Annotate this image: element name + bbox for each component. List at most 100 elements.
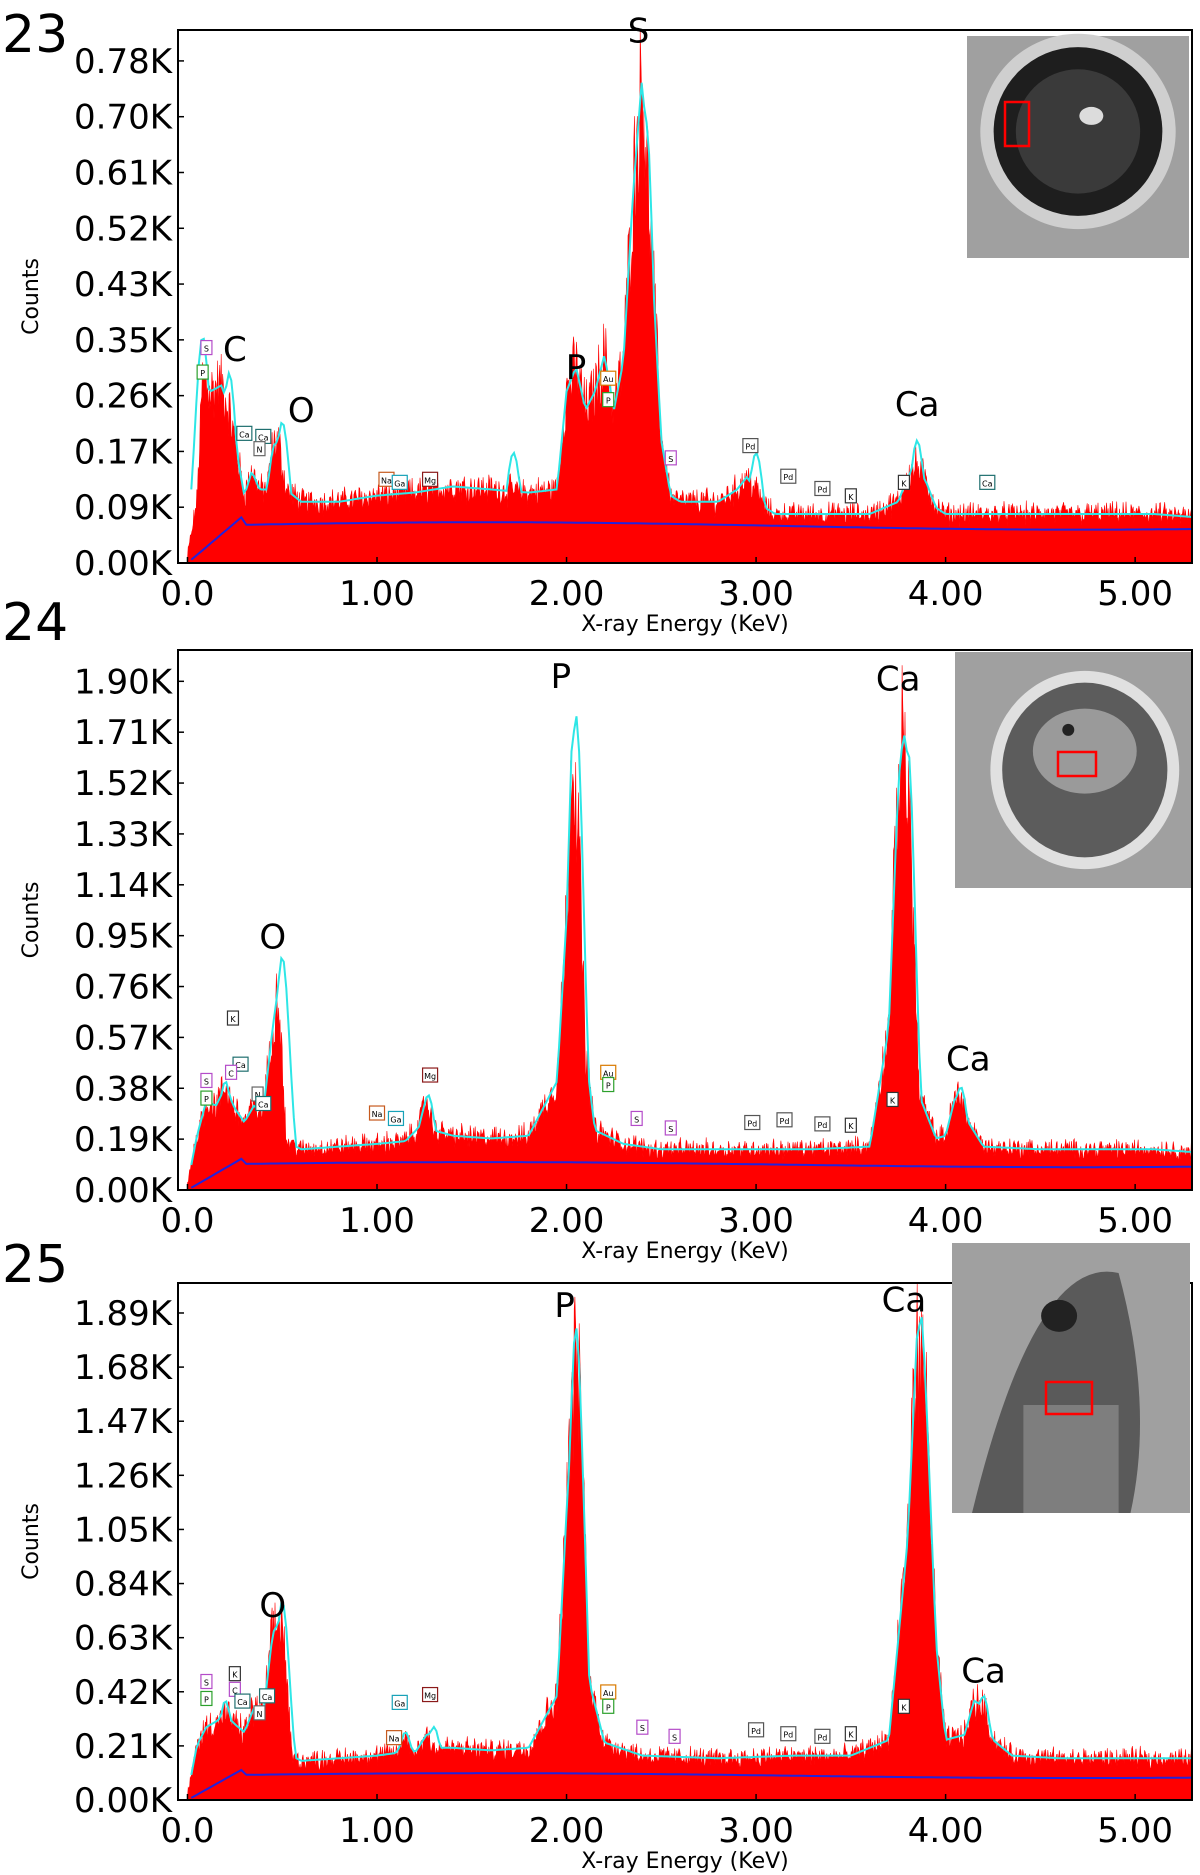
peak-label: Ca — [882, 1281, 927, 1321]
element-marker-box — [742, 437, 759, 454]
element-marker-label: P — [204, 1095, 209, 1104]
x-tick-label: 0.0 — [160, 1201, 214, 1241]
peak-label: O — [288, 391, 315, 431]
fit-curve — [190, 1317, 1192, 1776]
element-marker-label: Au — [603, 1069, 614, 1078]
x-tick-label: 0.0 — [160, 574, 214, 614]
element-marker-label: K — [890, 1096, 896, 1105]
y-tick-label: 0.35K — [74, 321, 174, 361]
peak-label: P — [551, 657, 572, 697]
element-marker-box — [228, 1666, 241, 1682]
element-marker-box — [630, 1110, 643, 1127]
y-tick-label: 1.71K — [74, 713, 174, 753]
sem-inset-image — [952, 1243, 1190, 1513]
element-marker-label: S — [668, 455, 673, 464]
y-tick-label: 0.42K — [74, 1673, 174, 1713]
y-tick-label: 0.84K — [74, 1565, 174, 1605]
x-tick-label: 2.00 — [529, 1201, 605, 1241]
sem-inset-image — [955, 652, 1191, 888]
peak-label: O — [259, 1586, 286, 1626]
y-tick-label: 1.33K — [74, 815, 174, 855]
peak-label: Ca — [876, 660, 921, 700]
element-marker-label: N — [257, 1710, 263, 1719]
element-marker-box — [391, 1694, 408, 1710]
panel-number: 24 — [2, 593, 68, 653]
element-marker-box — [886, 1091, 899, 1108]
element-marker-box — [664, 1120, 677, 1136]
y-tick-label: 0.52K — [74, 209, 174, 249]
element-marker-box — [897, 1698, 911, 1714]
element-marker-label: Ca — [258, 433, 269, 442]
element-marker-label: P — [606, 1082, 611, 1091]
element-marker-box — [600, 370, 617, 386]
x-tick-label: 5.00 — [1097, 1811, 1173, 1851]
element-marker-label: K — [901, 1703, 907, 1712]
x-tick-label: 3.00 — [718, 574, 794, 614]
y-tick-label: 0.61K — [74, 153, 174, 193]
y-tick-label: 0.00K — [74, 1781, 174, 1821]
element-marker-label: Mg — [424, 1072, 436, 1081]
peak-label: P — [554, 1286, 575, 1326]
element-marker-label: C — [232, 1686, 238, 1695]
y-tick-label: 0.76K — [74, 968, 174, 1008]
element-marker-box — [253, 441, 266, 457]
spectrum-area — [187, 29, 1193, 564]
element-marker-box — [979, 474, 996, 490]
element-marker-label: Na — [381, 476, 392, 485]
element-marker-label: Pd — [817, 1121, 827, 1130]
y-tick-label: 1.90K — [74, 662, 174, 702]
peak-label: O — [259, 917, 286, 957]
element-marker-label: Mg — [424, 476, 436, 485]
element-marker-box — [200, 339, 213, 356]
x-tick-label: 1.00 — [339, 574, 415, 614]
x-tick-label: 4.00 — [908, 574, 984, 614]
element-marker-box — [368, 1105, 386, 1121]
element-marker-label: Ca — [262, 1693, 273, 1702]
fit-curve — [190, 82, 1193, 519]
plot-frame — [177, 1282, 1193, 1801]
element-marker-label: S — [204, 1679, 209, 1688]
element-marker-box — [236, 425, 253, 441]
panel-number: 23 — [2, 5, 68, 65]
peak-label: Ca — [946, 1040, 991, 1080]
y-tick-label: 0.21K — [74, 1727, 174, 1767]
x-axis-label: X-ray Energy (KeV) — [581, 612, 789, 637]
fit-curve — [190, 716, 1193, 1166]
plot-frame — [177, 29, 1193, 564]
y-tick-label: 1.14K — [74, 866, 174, 906]
element-marker-label: Ga — [394, 479, 405, 488]
element-marker-label: Pd — [817, 485, 827, 494]
y-tick-label: 0.95K — [74, 917, 174, 957]
spectrum-panel-23: 23 0.00K 0.09K 0.17K 0.26K 0.35K 0.43K 0.52K 0.6… — [2, 5, 1193, 637]
y-tick-label: 0.43K — [74, 265, 174, 305]
element-marker-box — [200, 1072, 213, 1089]
spectrum-panel-25: 25 0.00K 0.21K 0.42K 0.63K 0.84K 1.05K 1.26K 1.4… — [2, 1235, 1193, 1874]
y-tick-label: 0.00K — [74, 544, 174, 584]
element-marker-box — [196, 364, 209, 380]
element-marker-label: Ca — [258, 1101, 269, 1110]
element-marker-box — [844, 488, 857, 504]
element-marker-label: Ga — [390, 1115, 401, 1124]
element-marker-box — [668, 1728, 681, 1744]
y-tick-label: 1.89K — [74, 1294, 174, 1334]
element-marker-box — [844, 1726, 857, 1742]
element-marker-box — [391, 474, 408, 490]
element-marker-label: Na — [389, 1735, 400, 1744]
element-marker-box — [385, 1730, 403, 1746]
y-tick-label: 0.57K — [74, 1018, 174, 1058]
y-tick-label: 0.09K — [74, 488, 174, 528]
element-marker-box — [253, 1705, 266, 1721]
element-marker-label: Pd — [751, 1727, 761, 1736]
element-marker-label: Mg — [424, 1692, 436, 1701]
peak-label: Ca — [961, 1652, 1006, 1692]
element-marker-label: S — [204, 345, 209, 354]
y-tick-label: 0.78K — [74, 42, 174, 82]
element-marker-box — [200, 1090, 213, 1106]
element-marker-box — [814, 480, 831, 497]
element-marker-box — [387, 1110, 405, 1127]
y-tick-label: 0.70K — [74, 98, 174, 138]
element-marker-label: K — [230, 1015, 236, 1024]
element-marker-box — [747, 1722, 765, 1738]
element-marker-label: Ca — [982, 479, 993, 488]
